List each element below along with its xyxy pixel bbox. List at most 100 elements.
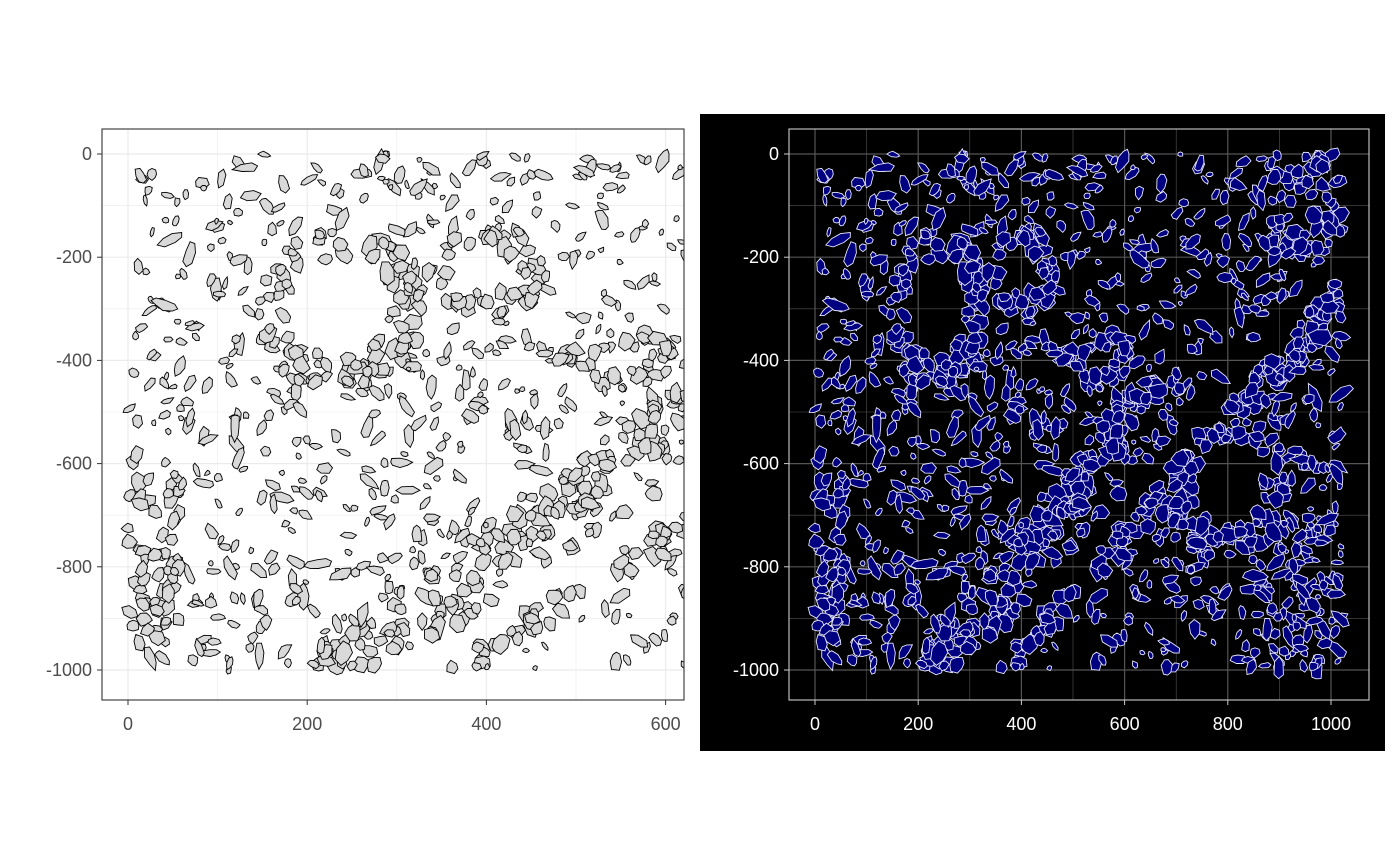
cell-polygon: [845, 189, 852, 201]
cell-polygon: [947, 565, 967, 577]
cell-polygon: [910, 477, 921, 484]
cell-polygon: [840, 197, 847, 208]
cell-polygon: [169, 567, 180, 577]
cell-polygon: [1259, 393, 1272, 410]
cell-polygon: [976, 289, 989, 303]
cell-polygon: [332, 236, 349, 252]
cell-polygon: [387, 552, 403, 565]
cell-polygon: [1084, 434, 1095, 446]
cell-polygon: [514, 460, 536, 470]
cell-polygon: [1041, 279, 1057, 296]
cell-polygon: [369, 430, 387, 447]
cell-polygon: [415, 226, 426, 235]
cell-polygon: [531, 205, 543, 219]
cell-polygon: [1135, 375, 1154, 388]
cell-polygon: [267, 221, 277, 237]
cell-polygon: [595, 323, 602, 335]
cell-polygon: [886, 642, 896, 671]
cell-polygon: [949, 516, 956, 528]
cell-polygon: [1308, 661, 1319, 671]
cell-polygon: [331, 429, 342, 444]
cell-polygon: [276, 220, 285, 227]
cell-polygon: [670, 412, 684, 432]
cell-polygon: [1147, 650, 1154, 659]
cell-polygon: [1276, 287, 1287, 305]
cell-polygon: [1140, 154, 1149, 161]
cell-polygon: [1311, 255, 1326, 266]
cell-polygon: [179, 267, 188, 280]
cell-polygon: [633, 472, 643, 482]
cell-polygon: [237, 285, 249, 296]
cell-polygon: [624, 312, 635, 323]
cell-polygon: [482, 521, 489, 529]
cell-polygon: [423, 513, 442, 523]
cell-polygon: [263, 409, 275, 422]
cell-polygon: [168, 383, 178, 390]
cell-polygon: [360, 415, 374, 438]
cell-polygon: [169, 469, 179, 479]
cell-polygon: [589, 369, 602, 385]
cell-polygon: [411, 524, 423, 543]
cell-polygon: [1095, 420, 1111, 434]
cell-polygon: [1331, 500, 1339, 517]
cell-polygon: [289, 507, 299, 515]
cell-polygon: [471, 347, 485, 360]
cell-polygon: [525, 492, 539, 503]
cell-polygon: [587, 453, 600, 467]
cell-polygon: [890, 549, 905, 565]
cell-polygon: [680, 660, 684, 669]
cell-polygon: [1249, 504, 1267, 521]
y-tick-label: 0: [769, 144, 779, 164]
cell-polygon: [396, 585, 405, 600]
cell-polygon: [1301, 462, 1309, 471]
x-tick-label: 600: [1110, 714, 1140, 734]
cell-polygon: [492, 580, 509, 589]
cell-polygon: [334, 206, 350, 232]
right-y-axis: 0 -200 -400 -600 -800 -1000: [733, 144, 789, 680]
cell-polygon: [644, 479, 660, 487]
cell-polygon: [839, 355, 852, 377]
cell-polygon: [1098, 654, 1107, 666]
cell-polygon: [1305, 596, 1321, 614]
cell-polygon: [660, 424, 670, 437]
cell-polygon: [973, 366, 980, 372]
cell-polygon: [1071, 328, 1080, 340]
cell-polygon: [1264, 353, 1281, 370]
cell-polygon: [1271, 391, 1293, 402]
cell-polygon: [374, 153, 391, 164]
cell-polygon: [830, 397, 845, 405]
cell-polygon: [905, 527, 914, 534]
cell-polygon: [998, 550, 1015, 565]
cell-polygon: [212, 290, 227, 298]
cell-polygon: [569, 250, 579, 271]
cell-polygon: [1054, 602, 1074, 619]
cell-polygon: [1109, 485, 1128, 502]
cell-polygon: [424, 568, 438, 582]
cell-polygon: [456, 440, 464, 448]
cell-polygon: [623, 654, 632, 666]
cell-polygon: [900, 469, 907, 477]
cell-polygon: [469, 365, 476, 378]
cell-polygon: [1233, 526, 1249, 538]
cell-polygon: [1210, 368, 1232, 384]
cell-polygon: [1330, 559, 1345, 566]
cell-polygon: [482, 593, 500, 608]
cell-polygon: [829, 409, 843, 420]
cell-polygon: [989, 356, 1004, 367]
cell-polygon: [1328, 463, 1344, 486]
cell-polygon: [387, 223, 406, 237]
cell-polygon: [1177, 518, 1189, 531]
cell-polygon: [185, 407, 196, 428]
cell-polygon: [931, 206, 947, 232]
cell-polygon: [1046, 665, 1053, 672]
left-cell-polygons: [120, 147, 684, 676]
cell-polygon: [359, 192, 369, 204]
cell-polygon: [369, 505, 387, 516]
cell-polygon: [470, 602, 482, 615]
cell-polygon: [994, 341, 1004, 360]
cell-polygon: [574, 231, 587, 242]
cell-polygon: [815, 414, 827, 429]
cell-polygon: [1018, 172, 1041, 182]
cell-polygon: [456, 582, 472, 598]
right-panel-border: [788, 128, 1370, 701]
